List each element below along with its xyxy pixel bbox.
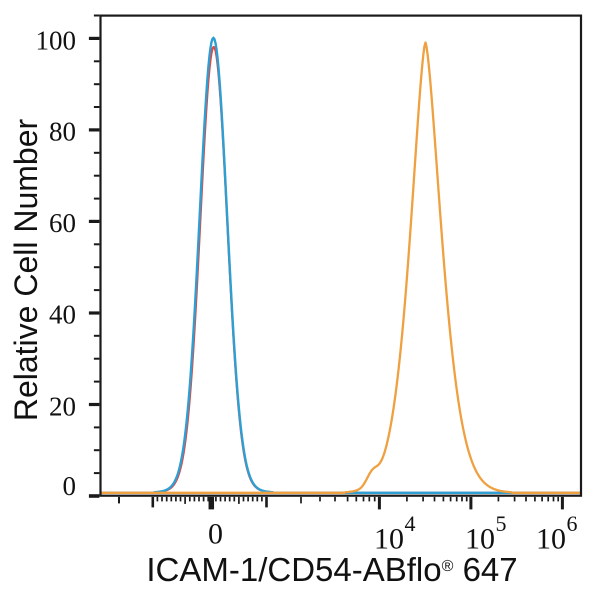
svg-text:10: 10 xyxy=(536,523,566,556)
svg-text:0: 0 xyxy=(63,471,77,501)
svg-text:10: 10 xyxy=(465,523,495,556)
svg-text:5: 5 xyxy=(496,511,507,536)
svg-text:4: 4 xyxy=(405,511,416,536)
svg-text:10: 10 xyxy=(374,523,404,556)
svg-text:40: 40 xyxy=(49,300,76,330)
svg-text:ICAM-1/CD54-ABflo® 647: ICAM-1/CD54-ABflo® 647 xyxy=(146,551,517,588)
svg-text:60: 60 xyxy=(49,208,76,238)
svg-text:100: 100 xyxy=(36,26,77,56)
svg-text:20: 20 xyxy=(49,392,76,422)
svg-text:0: 0 xyxy=(208,518,223,551)
svg-text:6: 6 xyxy=(567,511,578,536)
svg-text:80: 80 xyxy=(49,117,76,147)
svg-text:Relative Cell Number: Relative Cell Number xyxy=(8,118,44,421)
